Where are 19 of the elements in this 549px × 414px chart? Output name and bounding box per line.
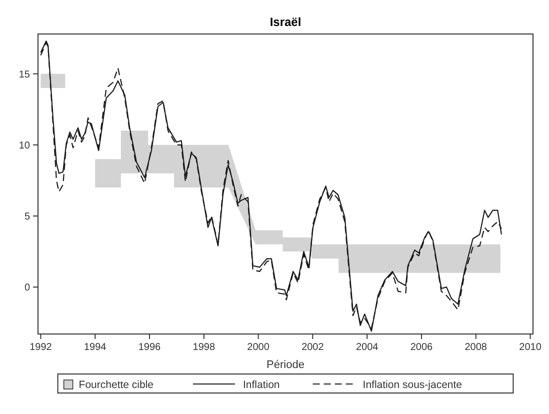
x-tick-label: 2010 <box>519 342 542 353</box>
legend-label: Inflation sous-jacente <box>362 379 462 391</box>
x-tick-label: 2006 <box>410 342 434 353</box>
y-tick-label: 0 <box>24 282 30 294</box>
x-tick-label: 1992 <box>30 342 52 353</box>
y-tick-label: 10 <box>18 140 30 152</box>
x-tick-label: 2000 <box>247 342 270 353</box>
legend-label: Fourchette cible <box>78 379 154 391</box>
x-tick-label: 1996 <box>138 342 162 353</box>
y-tick-label: 15 <box>18 69 30 80</box>
x-tick-label: 1998 <box>192 342 216 353</box>
x-tick-label: 2004 <box>356 342 379 353</box>
chart-title: Israël <box>270 15 302 29</box>
x-tick-label: 2008 <box>464 342 488 353</box>
legend-label: Inflation <box>243 379 280 391</box>
x-axis-title: Période <box>266 359 304 371</box>
x-tick-label: 1994 <box>84 342 107 353</box>
x-tick-label: 2002 <box>302 342 324 353</box>
y-tick-label: 5 <box>24 211 30 222</box>
